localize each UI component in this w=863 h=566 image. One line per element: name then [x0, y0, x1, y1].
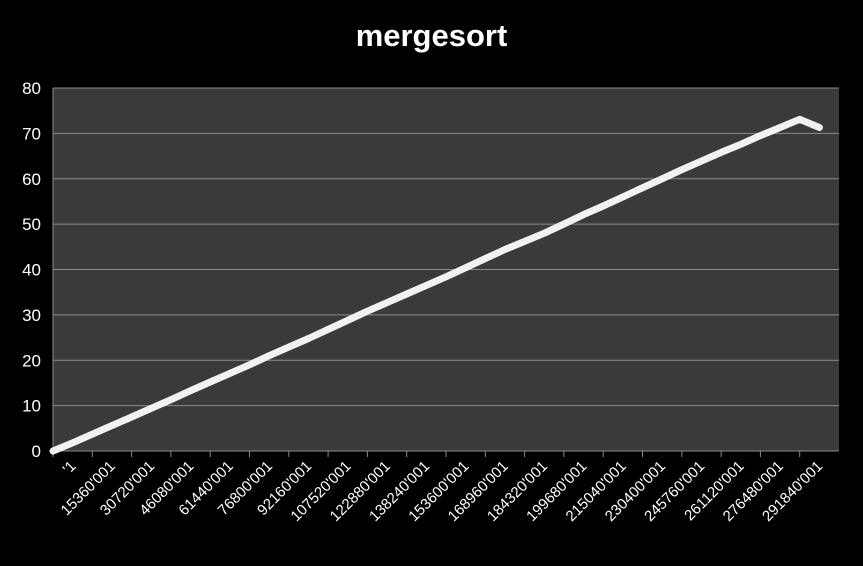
y-tick-label: 80 [22, 79, 41, 98]
y-tick-label: 20 [22, 351, 41, 370]
y-tick-label: 40 [22, 261, 41, 280]
y-tick-label: 50 [22, 215, 41, 234]
x-tick-label: '1 [60, 458, 80, 478]
y-tick-label: 60 [22, 170, 41, 189]
y-tick-label: 10 [22, 397, 41, 416]
y-tick-label: 30 [22, 306, 41, 325]
y-tick-label: 70 [22, 124, 41, 143]
y-tick-label: 0 [32, 442, 41, 461]
chart-title: mergesort [355, 18, 508, 53]
series-line [49, 115, 823, 455]
